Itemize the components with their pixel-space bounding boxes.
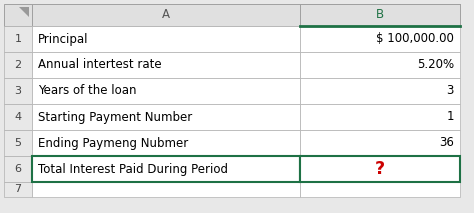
Bar [4, 156, 32, 182]
Text: 1: 1 [447, 111, 454, 124]
Bar [300, 130, 460, 156]
Text: 36: 36 [439, 137, 454, 150]
Bar [4, 4, 32, 26]
Bar [32, 156, 300, 182]
Bar [4, 78, 32, 104]
Text: ?: ? [375, 160, 385, 178]
Bar [4, 26, 32, 52]
Text: 3: 3 [15, 86, 21, 96]
Bar [4, 182, 32, 197]
Bar [4, 130, 32, 156]
Text: 7: 7 [14, 184, 21, 194]
Bar [4, 104, 32, 130]
Text: Years of the loan: Years of the loan [38, 85, 137, 98]
Bar [300, 4, 460, 26]
Bar [300, 156, 460, 182]
Text: $ 100,000.00: $ 100,000.00 [376, 33, 454, 46]
Bar [32, 52, 300, 78]
Bar [300, 104, 460, 130]
Text: 1: 1 [15, 34, 21, 44]
Bar [300, 26, 460, 52]
Bar [300, 52, 460, 78]
Text: 4: 4 [14, 112, 21, 122]
Bar [32, 26, 300, 52]
Text: Principal: Principal [38, 33, 89, 46]
Text: A: A [162, 9, 170, 22]
Text: 3: 3 [447, 85, 454, 98]
Bar [32, 78, 300, 104]
Text: B: B [376, 9, 384, 22]
Bar [300, 182, 460, 197]
Text: Starting Payment Number: Starting Payment Number [38, 111, 192, 124]
Text: 5: 5 [15, 138, 21, 148]
Text: Ending Paymeng Nubmer: Ending Paymeng Nubmer [38, 137, 188, 150]
Polygon shape [19, 7, 29, 17]
Bar [300, 78, 460, 104]
Bar [32, 182, 300, 197]
Bar [4, 52, 32, 78]
Text: 2: 2 [14, 60, 21, 70]
Bar [32, 130, 300, 156]
Text: 6: 6 [15, 164, 21, 174]
Text: Annual intertest rate: Annual intertest rate [38, 59, 162, 72]
Text: 5.20%: 5.20% [417, 59, 454, 72]
Bar [32, 4, 300, 26]
Text: Total Interest Paid During Period: Total Interest Paid During Period [38, 163, 228, 176]
Bar [32, 104, 300, 130]
